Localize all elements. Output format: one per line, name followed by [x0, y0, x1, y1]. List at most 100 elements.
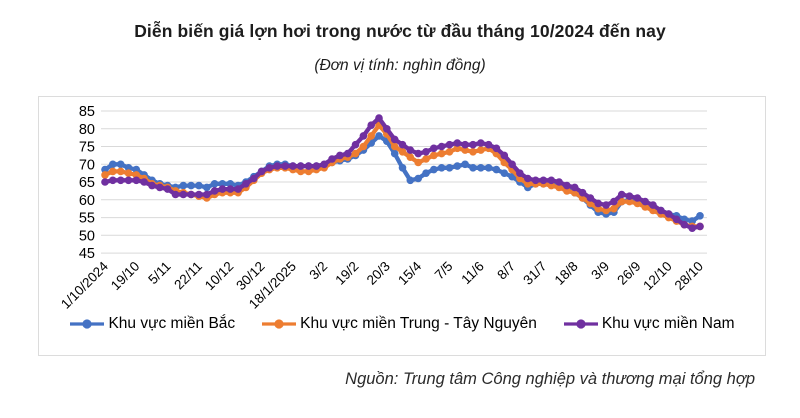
series-marker [406, 176, 415, 185]
y-axis-tick-label: 65 [79, 175, 95, 191]
series-marker [414, 158, 423, 167]
legend-label-mien-nam: Khu vực miền Nam [601, 315, 735, 332]
series-marker [351, 140, 360, 149]
series-marker [109, 176, 117, 185]
series-marker [398, 148, 407, 156]
y-axis-tick-label: 45 [79, 246, 95, 262]
series-marker [109, 167, 117, 176]
chart-area: 85 80 75 70 65 60 55 50 45 1/10/2024 19/10 5/11 22/1… [38, 96, 766, 356]
series-marker [336, 151, 344, 160]
series-marker [610, 197, 618, 206]
series-marker [539, 176, 548, 185]
x-axis-tick-label: 10/12 [202, 259, 237, 294]
series-marker [390, 142, 399, 151]
series-marker [437, 164, 446, 172]
legend-line-circle-icon [262, 319, 297, 329]
series-marker [226, 185, 235, 193]
x-axis-tick-label: 1/10/2024 [58, 258, 111, 311]
series-marker [242, 180, 250, 188]
series-marker [367, 132, 376, 140]
series-marker [688, 217, 696, 225]
series-marker [500, 169, 509, 177]
series-marker [398, 164, 407, 172]
series-marker [547, 176, 556, 185]
series-marker [132, 165, 141, 174]
series-marker [586, 194, 595, 202]
series-marker [461, 160, 469, 169]
series-marker [625, 192, 634, 200]
x-axis-tick-label: 7/5 [432, 259, 456, 283]
series-marker [390, 135, 399, 144]
series-marker [445, 148, 454, 156]
series-marker [664, 210, 673, 218]
series-marker [422, 155, 430, 163]
series-marker [563, 181, 571, 190]
series-marker [625, 197, 634, 206]
x-axis-tick-label: 15/4 [395, 258, 425, 288]
series-marker [657, 206, 665, 215]
series-marker [649, 201, 657, 209]
series-marker [156, 183, 164, 192]
series-marker [304, 162, 313, 170]
series-marker [250, 174, 258, 183]
series-marker [563, 187, 571, 195]
series-marker [406, 153, 415, 161]
series-marker [195, 181, 203, 190]
series-marker [226, 180, 235, 188]
series-marker [696, 222, 704, 231]
legend-label-mien-bac: Khu vực miền Bắc [108, 315, 236, 332]
series-marker [469, 148, 477, 156]
series-marker [101, 178, 109, 186]
series-marker [296, 167, 305, 176]
series-marker [140, 178, 148, 186]
series-marker [359, 132, 368, 140]
x-axis-tick-label: 3/2 [306, 259, 330, 283]
y-axis-tick-label: 50 [79, 228, 95, 244]
series-marker [477, 139, 485, 147]
series-marker [492, 144, 501, 153]
y-axis-tick-label: 60 [79, 193, 95, 209]
series-marker [430, 151, 438, 160]
series-marker [437, 142, 446, 151]
x-axis-tick-label: 5/11 [145, 259, 173, 287]
series-marker [430, 144, 438, 153]
series-marker [289, 162, 297, 170]
series-marker [101, 171, 109, 179]
series-marker [163, 185, 172, 193]
series-marker [633, 194, 642, 202]
series-marker [617, 197, 626, 206]
series-marker [555, 178, 563, 186]
series-marker [124, 169, 133, 177]
series-marker [359, 142, 368, 151]
x-axis-tick-label: 12/10 [640, 259, 675, 294]
series-marker [547, 181, 556, 190]
series-marker [328, 155, 336, 163]
y-axis-tick-label: 80 [79, 122, 95, 138]
series-line [102, 123, 703, 229]
x-axis-tick-label: 8/7 [494, 259, 518, 283]
x-axis-tick-label: 22/11 [171, 259, 205, 293]
legend-label-mien-trung-tay-nguyen: Khu vực miền Trung - Tây Nguyên [300, 315, 537, 332]
series-marker [179, 181, 188, 190]
series-marker [187, 181, 195, 190]
source-caption: Nguồn: Trung tâm Công nghiệp và thương m… [345, 370, 755, 388]
series-marker [578, 188, 587, 197]
y-axis-tick-label: 55 [79, 211, 95, 227]
series-marker [430, 165, 438, 174]
series-marker [453, 139, 462, 147]
series-marker [210, 180, 219, 188]
series-marker [390, 149, 399, 158]
series-marker [531, 176, 540, 185]
series-marker [414, 149, 423, 158]
series-marker [195, 190, 203, 199]
series-marker [477, 146, 485, 154]
series-marker [492, 165, 501, 174]
series-marker [296, 162, 305, 170]
series-marker [688, 224, 696, 232]
series-marker [132, 176, 141, 185]
series-marker [124, 164, 133, 172]
series-marker [555, 183, 563, 192]
series-marker [453, 144, 462, 153]
series-marker [610, 204, 618, 213]
